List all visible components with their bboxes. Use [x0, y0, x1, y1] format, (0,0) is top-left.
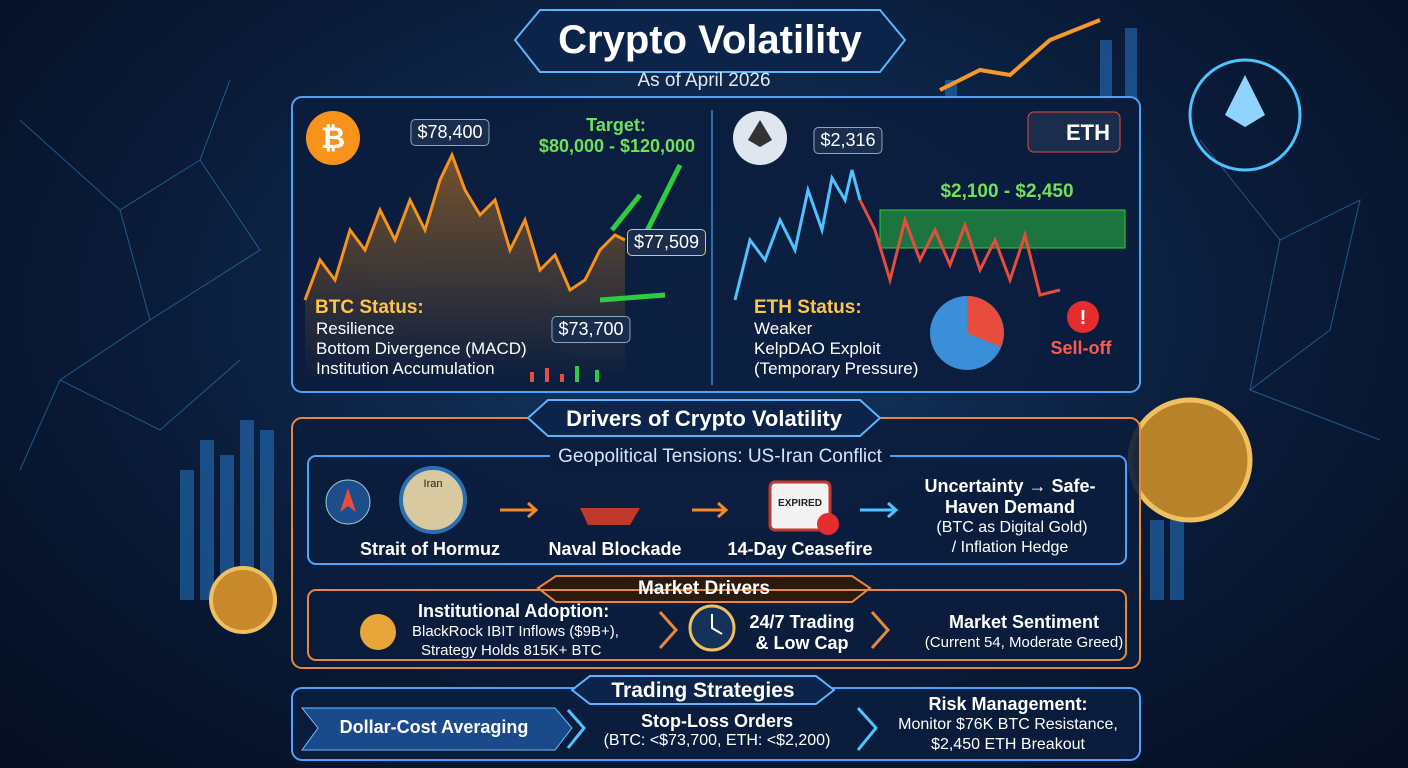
- drivers-title-frame: [526, 399, 882, 437]
- strategy-chevrons: [566, 706, 878, 751]
- stop-loss-line: (BTC: <$73,700, ETH: <$2,200): [603, 732, 831, 749]
- market-box: [307, 589, 1127, 661]
- subtitle: As of April 2026: [637, 70, 771, 91]
- calendar-icon: [768, 480, 832, 532]
- clock-hands: [711, 614, 723, 635]
- eth-badge-text: ETH: [1066, 120, 1110, 145]
- title-frame: [513, 9, 907, 73]
- volume-bar: [595, 370, 599, 382]
- btc-area: [305, 155, 625, 380]
- risk-line: $2,450 ETH Breakout: [931, 736, 1085, 753]
- eth-range-label: $2,100 - $2,450: [940, 181, 1074, 202]
- btc-status-item: Resilience: [316, 319, 395, 338]
- alert-mark: !: [1080, 307, 1087, 329]
- expired-mark: [817, 513, 839, 535]
- btc-coin-small: [209, 566, 277, 634]
- strategies-title: Trading Strategies: [611, 679, 795, 702]
- flow-arrows: [500, 501, 729, 519]
- eth-line-down: [858, 199, 1061, 297]
- btc-line: [303, 151, 626, 301]
- institutional-title: Institutional Adoption:: [418, 601, 610, 621]
- dca: Dollar-Cost Averaging: [339, 717, 529, 737]
- eth-high-label: $2,316: [813, 127, 883, 154]
- dca-arrow: [300, 707, 573, 751]
- btc-status-item: Bottom Divergence (MACD): [316, 339, 527, 358]
- money-icon: [360, 614, 396, 650]
- institutional-line: BlackRock IBIT Inflows ($9B+),: [412, 623, 619, 640]
- eth-badge: [1027, 111, 1121, 153]
- volume-bar: [575, 366, 579, 382]
- btc-status-title: BTC Status:: [315, 297, 424, 318]
- flow-arrow: [860, 501, 899, 519]
- risk-line: Monitor $76K BTC Resistance,: [898, 716, 1118, 733]
- btc-high-label: $78,400: [410, 119, 490, 146]
- geo-result: Uncertainty → Safe-Haven Demand: [924, 476, 1096, 517]
- eth-status-item: Weaker: [754, 319, 813, 338]
- pie-slice: [967, 296, 1004, 347]
- calendar-label: EXPIRED: [778, 498, 822, 509]
- eth-status-title: ETH Status:: [754, 297, 862, 318]
- btc-low-label: $73,700: [551, 316, 631, 343]
- risk-title: Risk Management:: [928, 694, 1088, 714]
- eth-status-item: (Temporary Pressure): [754, 359, 919, 378]
- btc-symbol: ₿: [321, 122, 345, 155]
- sentiment-title: Market Sentiment: [948, 612, 1100, 632]
- trading-line: & Low Cap: [755, 633, 849, 653]
- drivers-title: Drivers of Crypto Volatility: [566, 406, 842, 431]
- stop-loss-title: Stop-Loss Orders: [640, 711, 794, 731]
- btc-now-label: $77,509: [627, 229, 707, 256]
- institutional-line: Strategy Holds 815K+ BTC: [421, 642, 602, 659]
- chevrons: [658, 611, 891, 649]
- eth-logo: [1225, 75, 1265, 127]
- geo-step: Naval Blockade: [548, 539, 682, 559]
- eth-line-up: [733, 169, 862, 301]
- btc-target-label: Target:: [586, 115, 646, 135]
- map-label: Iran: [423, 478, 443, 490]
- market-title: Market Drivers: [637, 578, 771, 599]
- map-icon: [399, 466, 467, 534]
- eth-range-band: [879, 209, 1126, 249]
- network-lines: [19, 79, 1381, 471]
- volume-bars: [530, 368, 564, 382]
- btc-target-range: $80,000 - $120,000: [538, 136, 696, 156]
- compass-needle: [340, 488, 356, 512]
- alert-icon: [1067, 301, 1099, 333]
- btc-icon: [306, 111, 360, 165]
- eth-ring: [1188, 58, 1302, 172]
- geo-result-note: (BTC as Digital Gold): [936, 519, 1088, 536]
- trend-arrow: [939, 18, 1101, 92]
- geo-result-note: / Inflation Hedge: [951, 539, 1069, 556]
- btc-status-item: Institution Accumulation: [316, 359, 495, 378]
- eth-symbol: [748, 120, 772, 147]
- eth-alert: Sell-off: [1050, 338, 1112, 358]
- strategy-title-frame: [570, 675, 836, 705]
- eth-status-item: KelpDAO Exploit: [754, 339, 881, 358]
- sentiment-line: (Current 54, Moderate Greed): [924, 634, 1124, 651]
- geo-title: Geopolitical Tensions: US-Iran Conflict: [550, 446, 890, 468]
- trading-line: 24/7 Trading: [749, 612, 855, 632]
- btc-coin: [1127, 397, 1253, 523]
- geo-step: Strait of Hormuz: [359, 539, 501, 559]
- ship-icon: [580, 508, 640, 525]
- geo-step: 14-Day Ceasefire: [727, 539, 873, 559]
- title: Crypto Volatility: [558, 18, 862, 62]
